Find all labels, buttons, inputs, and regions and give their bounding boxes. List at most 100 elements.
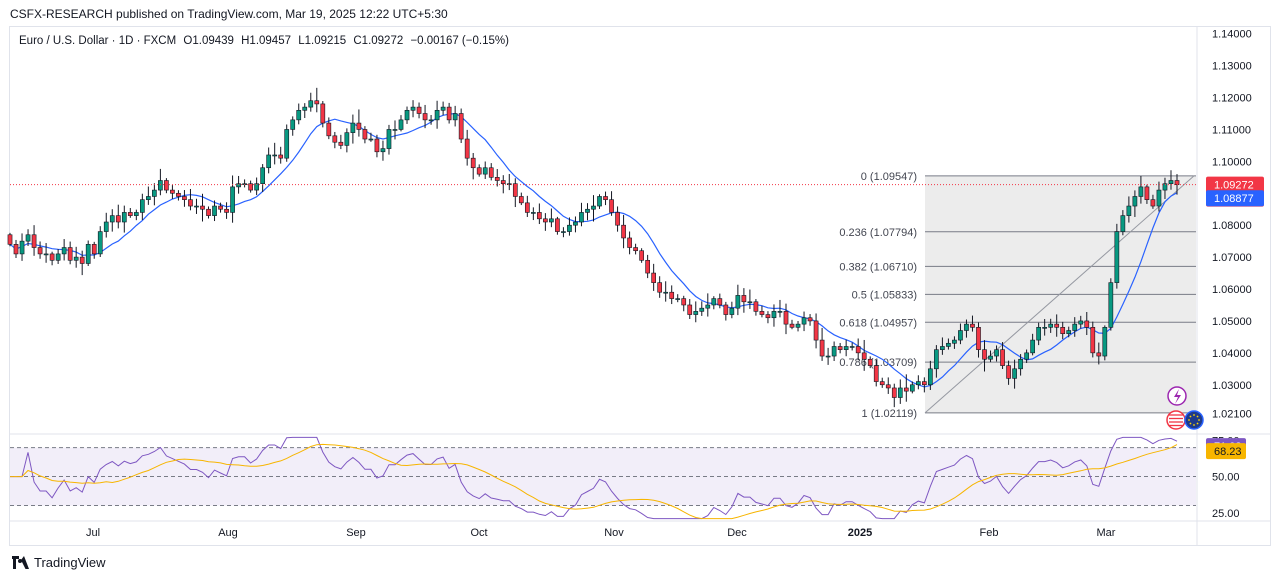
- candle: [555, 216, 560, 235]
- candle: [434, 100, 440, 129]
- candle-body: [434, 109, 440, 121]
- rsi-line: [10, 436, 1178, 520]
- candle-body: [139, 199, 145, 213]
- candle-body: [518, 196, 524, 204]
- candle-body: [543, 218, 548, 223]
- candle-body: [873, 365, 879, 382]
- candle-body: [1030, 339, 1035, 354]
- candle-body: [603, 196, 608, 200]
- candle-body: [350, 122, 356, 133]
- candle: [567, 217, 572, 236]
- candle-body: [1108, 282, 1114, 328]
- fib-retracement: 0 (1.09547) 0.236 (1.07794) 0.382 (1.06710…: [839, 171, 1196, 420]
- candle-body: [356, 122, 362, 130]
- candle: [537, 203, 542, 225]
- candle-body: [699, 307, 705, 312]
- candle-body: [290, 119, 296, 130]
- candle-body: [567, 224, 572, 232]
- candle-body: [777, 311, 783, 313]
- candle-body: [759, 311, 765, 315]
- candle-body: [849, 346, 855, 348]
- candle-body: [1156, 189, 1162, 207]
- candle: [19, 233, 25, 261]
- candle-body: [537, 212, 542, 220]
- chart-canvas[interactable]: 1.140001.130001.120001.110001.100001.090…: [0, 0, 1281, 550]
- candle: [885, 377, 891, 394]
- candle-body: [976, 327, 981, 350]
- candle-body: [994, 349, 999, 357]
- candle: [669, 285, 675, 305]
- tradingview-footer[interactable]: TradingView: [12, 555, 106, 570]
- candle: [801, 311, 807, 332]
- candle: [783, 303, 789, 335]
- candle: [633, 243, 638, 255]
- candles: [7, 87, 1180, 408]
- candle: [1102, 325, 1108, 361]
- candle-body: [133, 212, 139, 216]
- candle: [1006, 360, 1011, 385]
- candle: [843, 339, 849, 357]
- candle-body: [386, 129, 392, 149]
- candle-body: [807, 317, 813, 322]
- candle-body: [549, 218, 554, 223]
- candle: [1096, 342, 1102, 365]
- candle: [416, 102, 422, 119]
- candle-body: [591, 205, 596, 210]
- candle: [266, 147, 272, 174]
- candle-body: [266, 154, 272, 169]
- candle-body: [837, 346, 843, 350]
- rsi-tick-label: 50.00: [1212, 472, 1240, 484]
- candle-body: [1102, 327, 1108, 357]
- candle: [627, 231, 632, 255]
- candle-body: [627, 237, 632, 248]
- candle: [687, 299, 693, 319]
- candle: [849, 342, 855, 351]
- symbol-name[interactable]: Euro / U.S. Dollar · 1D · FXCM: [19, 35, 177, 47]
- candle: [994, 345, 999, 362]
- candle: [410, 100, 416, 118]
- candle-body: [861, 352, 867, 360]
- candle-body: [645, 259, 650, 274]
- candle: [831, 341, 837, 362]
- candle: [368, 132, 374, 142]
- price-tick-label: 1.08000: [1212, 220, 1252, 232]
- candle-body: [1072, 323, 1078, 331]
- candle: [597, 194, 602, 209]
- candle: [344, 128, 350, 153]
- price-tick-label: 1.06000: [1212, 284, 1252, 296]
- candle-body: [855, 346, 861, 354]
- candle-body: [843, 346, 849, 350]
- candle: [176, 190, 181, 201]
- candle: [879, 377, 885, 388]
- ohlc-close: C1.09272: [353, 35, 404, 47]
- candle-body: [218, 205, 223, 210]
- candle: [314, 87, 320, 113]
- symbol-legend[interactable]: Euro / U.S. Dollar · 1D · FXCM O1.09439 …: [19, 35, 513, 47]
- candle-body: [663, 291, 669, 294]
- fib-level-label: 0.786 (1.03709): [839, 357, 917, 369]
- candle-body: [284, 129, 290, 159]
- candle: [446, 102, 452, 124]
- candle: [356, 109, 362, 137]
- candle-body: [1162, 183, 1168, 191]
- candle-body: [1006, 365, 1011, 379]
- candle-body: [1000, 349, 1005, 366]
- candle-body: [31, 234, 37, 248]
- candle-body: [260, 167, 265, 185]
- candle: [404, 106, 410, 124]
- rsi-ma-value: 68.23: [1214, 446, 1242, 458]
- time-tick-label: Aug: [218, 527, 238, 539]
- time-tick-label: Dec: [727, 527, 747, 539]
- candle-body: [885, 384, 891, 389]
- candle-body: [765, 314, 771, 319]
- candle: [254, 177, 259, 196]
- candle: [97, 226, 103, 258]
- candle-body: [940, 346, 945, 350]
- candle: [109, 209, 115, 232]
- candle-body: [609, 199, 614, 213]
- candle-body: [152, 189, 157, 197]
- candle-body: [597, 196, 602, 207]
- price-tick-label: 1.13000: [1212, 61, 1252, 73]
- candle-body: [91, 244, 97, 255]
- candle-body: [230, 186, 235, 213]
